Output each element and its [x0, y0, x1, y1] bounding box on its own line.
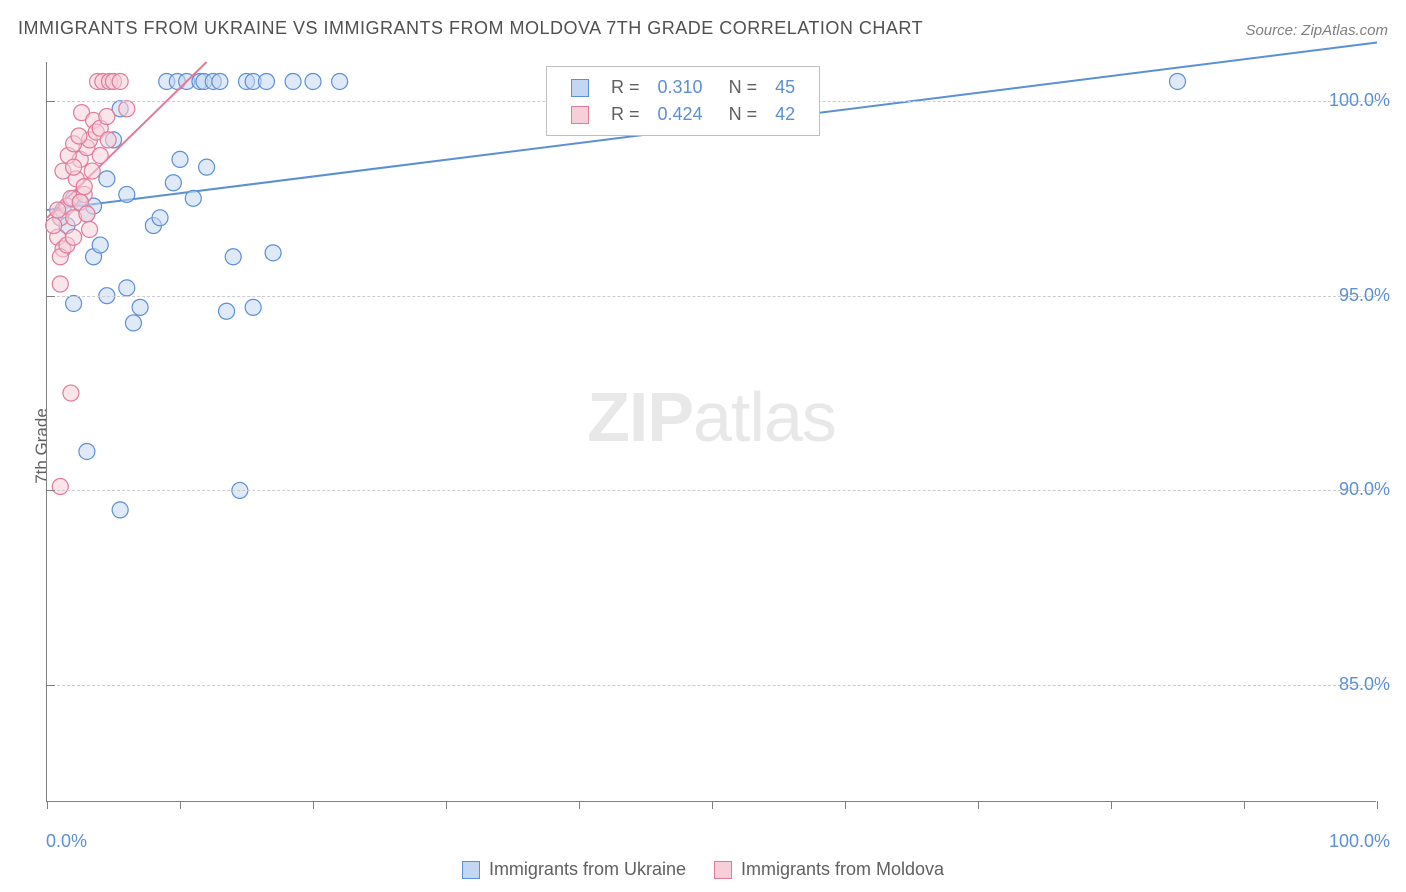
scatter-plot-svg — [47, 62, 1376, 801]
chart-area: ZIPatlas — [46, 62, 1376, 802]
y-tick — [47, 296, 55, 297]
y-tick — [47, 685, 55, 686]
data-point — [212, 73, 228, 89]
data-point — [219, 303, 235, 319]
data-point — [225, 249, 241, 265]
data-point — [132, 299, 148, 315]
x-left-label: 0.0% — [46, 831, 87, 852]
data-point — [285, 73, 301, 89]
r-value: 0.310 — [650, 75, 711, 100]
data-point — [50, 202, 66, 218]
data-point — [172, 151, 188, 167]
data-point — [125, 315, 141, 331]
legend-swatch — [714, 861, 732, 879]
data-point — [199, 159, 215, 175]
legend-swatch — [571, 79, 589, 97]
data-point — [79, 443, 95, 459]
data-point — [79, 206, 95, 222]
n-value: 45 — [767, 75, 803, 100]
data-point — [99, 171, 115, 187]
n-label: N = — [713, 102, 766, 127]
correlation-legend: R =0.310N =45R =0.424N =42 — [546, 66, 820, 136]
data-point — [100, 132, 116, 148]
legend-item: Immigrants from Moldova — [714, 859, 944, 879]
data-point — [305, 73, 321, 89]
r-value: 0.424 — [650, 102, 711, 127]
legend-row: R =0.310N =45 — [563, 75, 803, 100]
legend-swatch — [571, 106, 589, 124]
legend-row: R =0.424N =42 — [563, 102, 803, 127]
data-point — [52, 276, 68, 292]
series-legend: Immigrants from Ukraine Immigrants from … — [0, 859, 1406, 880]
r-label: R = — [603, 75, 648, 100]
data-point — [71, 128, 87, 144]
x-tick — [845, 801, 846, 809]
x-tick — [1111, 801, 1112, 809]
data-point — [82, 221, 98, 237]
data-point — [46, 218, 62, 234]
data-point — [165, 175, 181, 191]
y-tick — [47, 490, 55, 491]
data-point — [119, 101, 135, 117]
data-point — [112, 502, 128, 518]
data-point — [92, 237, 108, 253]
data-point — [66, 229, 82, 245]
y-tick-label: 85.0% — [1339, 674, 1390, 695]
x-right-label: 100.0% — [1329, 831, 1390, 852]
data-point — [76, 179, 92, 195]
y-tick-label: 100.0% — [1329, 90, 1390, 111]
gridline — [47, 490, 1376, 491]
x-tick — [579, 801, 580, 809]
data-point — [99, 109, 115, 125]
data-point — [112, 73, 128, 89]
data-point — [1170, 73, 1186, 89]
y-tick-label: 90.0% — [1339, 479, 1390, 500]
data-point — [84, 163, 100, 179]
legend-swatch — [462, 861, 480, 879]
data-point — [63, 385, 79, 401]
data-point — [185, 190, 201, 206]
data-point — [66, 295, 82, 311]
data-point — [66, 159, 82, 175]
gridline — [47, 296, 1376, 297]
y-tick — [47, 101, 55, 102]
data-point — [119, 280, 135, 296]
x-tick — [1244, 801, 1245, 809]
x-tick — [1377, 801, 1378, 809]
data-point — [52, 479, 68, 495]
source-label: Source: ZipAtlas.com — [1245, 22, 1388, 39]
data-point — [265, 245, 281, 261]
x-tick — [313, 801, 314, 809]
n-label: N = — [713, 75, 766, 100]
x-tick — [712, 801, 713, 809]
data-point — [332, 73, 348, 89]
chart-title: IMMIGRANTS FROM UKRAINE VS IMMIGRANTS FR… — [18, 18, 923, 39]
gridline — [47, 685, 1376, 686]
x-tick — [978, 801, 979, 809]
data-point — [119, 186, 135, 202]
x-tick — [446, 801, 447, 809]
x-tick — [47, 801, 48, 809]
x-tick — [180, 801, 181, 809]
legend-item: Immigrants from Ukraine — [462, 859, 686, 879]
data-point — [245, 299, 261, 315]
data-point — [258, 73, 274, 89]
y-tick-label: 95.0% — [1339, 285, 1390, 306]
legend-table: R =0.310N =45R =0.424N =42 — [561, 73, 805, 129]
data-point — [152, 210, 168, 226]
n-value: 42 — [767, 102, 803, 127]
data-point — [92, 147, 108, 163]
r-label: R = — [603, 102, 648, 127]
